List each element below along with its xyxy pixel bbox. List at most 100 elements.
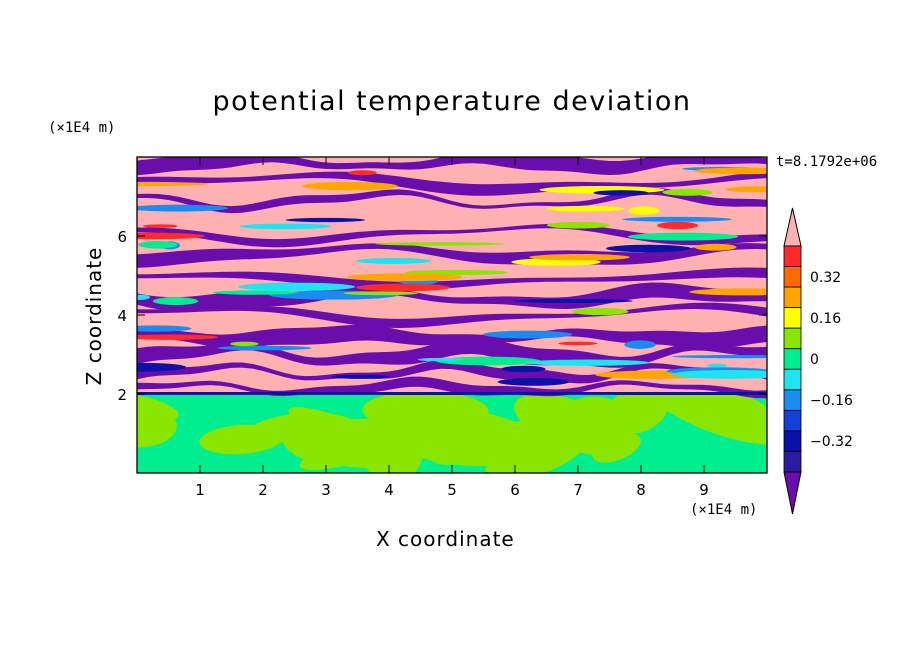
negative-layer-band	[137, 302, 767, 328]
transition-streak	[404, 269, 508, 276]
negative-layer-band	[137, 243, 767, 268]
transition-streak	[137, 181, 209, 187]
x-tick-label: 1	[195, 481, 205, 499]
negative-layer-band	[137, 324, 767, 349]
colorbar-tick-label: 0	[810, 352, 819, 368]
y-tick-label: 2	[117, 386, 127, 404]
colorbar-segment	[783, 451, 802, 473]
transition-streak	[624, 340, 656, 349]
lower-layer-blob	[137, 404, 177, 448]
inversion-boundary	[137, 392, 767, 395]
transition-streak	[152, 297, 199, 306]
lower-layer-blob	[485, 431, 586, 473]
transition-streak	[230, 341, 259, 347]
y-axis-unit: (×1E4 m)	[48, 120, 116, 136]
x-tick-label: 9	[699, 481, 709, 499]
negative-layer-band	[137, 170, 767, 196]
x-axis-label: X coordinate	[376, 527, 515, 551]
transition-streak	[137, 204, 229, 212]
lower-layer-blob	[249, 413, 342, 443]
x-tick-label: 2	[258, 481, 268, 499]
colorbar-tick-label: −0.16	[810, 393, 853, 409]
negative-layer-band	[137, 282, 767, 311]
chart-title: potential temperature deviation	[212, 86, 692, 117]
transition-streak	[347, 273, 463, 282]
transition-streak	[546, 221, 610, 229]
transition-streak	[514, 298, 633, 304]
transition-streak	[417, 357, 463, 362]
colorbar-tick-label: 0.16	[810, 311, 841, 327]
x-axis: 1 2 3 4 5 6 7 8 9	[195, 157, 709, 499]
x-tick-label: 8	[636, 481, 646, 499]
transition-streak	[138, 240, 178, 249]
transition-streak	[356, 283, 451, 292]
negative-layer-band	[137, 223, 767, 248]
x-tick-label: 6	[510, 481, 520, 499]
colorbar: 0.32 0.16 0 −0.16 −0.32	[783, 207, 853, 515]
transition-streak	[558, 341, 598, 346]
transition-streak	[672, 354, 767, 359]
colorbar-segment	[783, 368, 802, 391]
transition-streak	[302, 181, 398, 191]
colorbar-tick-label: 0.32	[810, 270, 841, 286]
y-tick-label: 6	[117, 228, 127, 246]
colorbar-segment	[783, 307, 802, 329]
transition-streak	[239, 223, 332, 230]
transition-streak	[545, 205, 625, 212]
transition-streak	[285, 217, 366, 223]
colorbar-segment	[783, 327, 802, 350]
x-tick-label: 5	[447, 481, 457, 499]
x-axis-unit: (×1E4 m)	[690, 502, 758, 518]
transition-streak	[497, 377, 570, 386]
negative-layer-band	[137, 157, 767, 176]
transition-streak	[137, 362, 187, 372]
transition-streak	[605, 244, 692, 253]
transition-streak	[435, 356, 541, 366]
x-tick-label: 3	[321, 481, 331, 499]
y-axis: 2 4 6	[117, 228, 767, 404]
transition-streak	[137, 334, 219, 340]
colorbar-segment	[783, 430, 802, 452]
colorbar-segment	[783, 389, 802, 411]
transition-streak	[137, 325, 192, 332]
transition-streak	[217, 345, 312, 351]
transition-streak	[212, 290, 298, 295]
transition-streak	[725, 186, 767, 193]
lower-layer-blob	[375, 400, 536, 443]
transition-streak	[707, 363, 728, 368]
transition-streak	[627, 232, 739, 241]
transition-streak	[571, 307, 629, 316]
colorbar-lower-extension	[783, 471, 802, 515]
transition-streak	[622, 216, 732, 222]
lower-layer-blob	[592, 432, 641, 463]
transition-streak	[593, 190, 649, 196]
transition-streak	[238, 282, 356, 291]
transition-streak	[671, 370, 767, 379]
transition-streak	[657, 221, 699, 230]
transition-streak	[343, 291, 418, 296]
transition-streak	[689, 288, 767, 296]
transition-streak	[500, 365, 546, 373]
colorbar-segment	[783, 348, 802, 370]
y-axis-label: Z coordinate	[82, 246, 106, 386]
lower-layer-blob	[514, 393, 628, 456]
transition-streak	[348, 170, 377, 176]
colorbar-segment	[783, 286, 802, 309]
colorbar-segment	[783, 245, 802, 267]
transition-streak	[482, 330, 573, 339]
transition-streak	[331, 374, 390, 379]
transition-streak	[356, 257, 431, 264]
colorbar-upper-extension	[783, 207, 802, 247]
transition-streak	[662, 188, 713, 196]
transition-streak	[693, 167, 767, 175]
transition-streak	[529, 253, 630, 261]
x-tick-label: 4	[384, 481, 394, 499]
transition-streak	[142, 224, 178, 228]
lower-layer-blob	[363, 429, 423, 473]
time-label: t=8.1792e+06	[776, 154, 878, 170]
transition-streak	[524, 359, 650, 366]
colorbar-segment	[783, 409, 802, 432]
plot-area	[137, 157, 767, 473]
colorbar-tick-label: −0.32	[810, 434, 853, 450]
